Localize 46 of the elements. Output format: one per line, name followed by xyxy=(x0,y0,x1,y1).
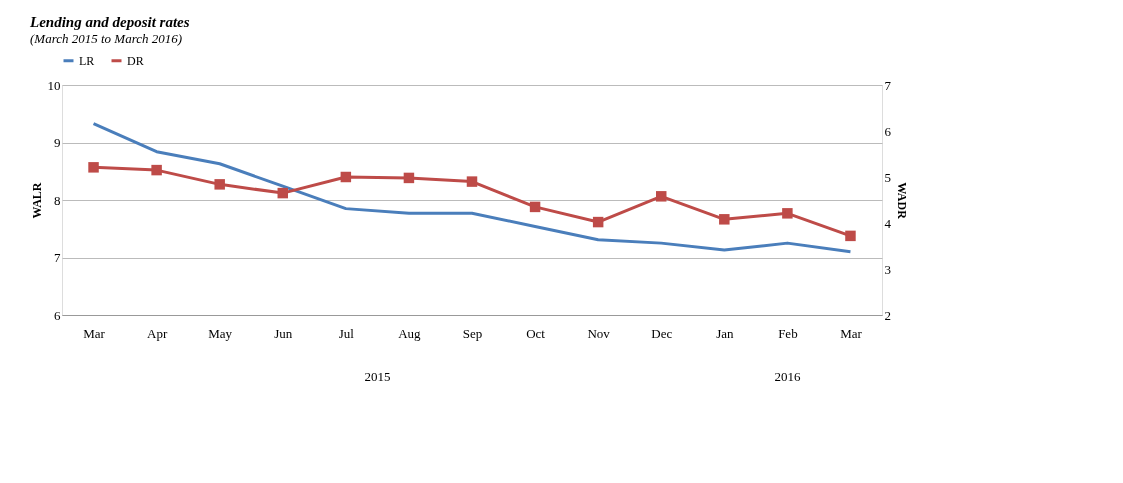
y2-axis-title: WADR xyxy=(895,182,909,220)
point xyxy=(277,187,289,199)
text: 2015 xyxy=(364,369,391,384)
y-tick-label: 9 xyxy=(54,135,61,150)
point xyxy=(592,216,604,228)
x-tick-label: Mar xyxy=(840,325,863,341)
x-tick-label: Aug xyxy=(398,325,422,341)
x-tick-label: Sep xyxy=(462,325,483,341)
x-tick-label: Nov xyxy=(587,325,611,341)
y2-tick-label: 5 xyxy=(884,169,891,185)
point xyxy=(403,172,415,184)
x-tick-label: May xyxy=(208,325,233,341)
legend-label: DR xyxy=(127,53,144,68)
y-tick-label: 6 xyxy=(54,307,61,323)
x-tick-label: Apr xyxy=(147,325,168,341)
legend-label: LR xyxy=(79,53,95,68)
point xyxy=(719,214,730,225)
x-tick-label: Feb xyxy=(778,325,798,341)
point xyxy=(340,171,352,183)
point xyxy=(214,179,225,190)
x-tick-label: Jul xyxy=(338,325,355,341)
y-tick-label: 7 xyxy=(54,250,61,265)
x-tick-label: Jan xyxy=(716,325,734,341)
text: 2016 xyxy=(774,369,801,384)
point xyxy=(782,208,793,219)
x-tick-label: Jun xyxy=(274,325,293,341)
y2-tick-label: 3 xyxy=(884,261,891,277)
y2-tick-label: 6 xyxy=(884,123,892,139)
point xyxy=(151,164,162,176)
point xyxy=(655,191,667,202)
y2-tick-label: 4 xyxy=(884,215,892,231)
y-tick-label: 10 xyxy=(47,77,61,93)
y2-tick-label: 2 xyxy=(884,307,891,323)
x-tick-label: Mar xyxy=(83,325,106,341)
chart-subtitle: (March 2015 to March 2016) xyxy=(30,31,183,46)
point xyxy=(88,162,99,173)
x-tick-label: Dec xyxy=(651,325,673,341)
line-series xyxy=(92,122,852,254)
chart-title: Lending and deposit rates xyxy=(29,14,190,30)
point xyxy=(466,176,478,187)
point xyxy=(529,201,541,213)
y2-tick-label: 7 xyxy=(884,77,892,93)
y-axis-title: WALR xyxy=(29,182,44,219)
x-tick-label: Oct xyxy=(526,325,546,341)
point xyxy=(845,230,856,242)
y-tick-label: 8 xyxy=(54,192,61,208)
